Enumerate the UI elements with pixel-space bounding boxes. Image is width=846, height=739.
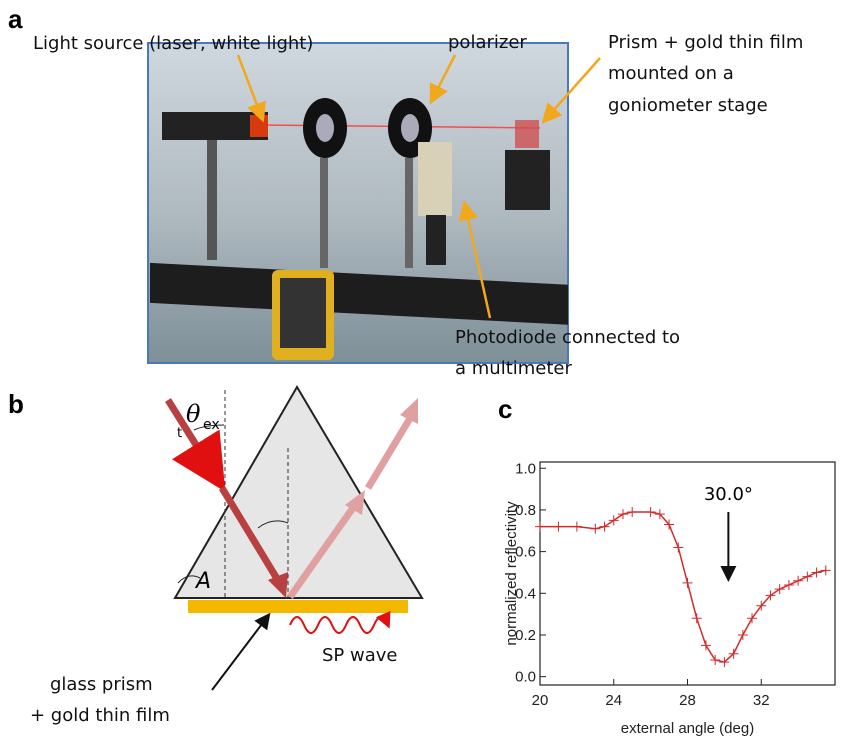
data-marker xyxy=(700,640,711,651)
symbol: A xyxy=(194,569,211,594)
symbol: θ xyxy=(186,400,201,428)
annotation: Light source (laser, white light) xyxy=(33,33,313,54)
x-tick-label: 24 xyxy=(605,692,622,709)
data-marker xyxy=(535,521,545,532)
data-marker xyxy=(756,600,767,611)
panel-label: b xyxy=(8,389,24,419)
annotation: 30.0° xyxy=(704,484,753,505)
panel-label: c xyxy=(498,394,512,424)
annotation: SP wave xyxy=(322,645,397,666)
data-marker xyxy=(747,613,758,624)
data-marker xyxy=(599,521,610,532)
annotation: polarizer xyxy=(448,32,527,53)
pointer-arrow xyxy=(458,200,492,319)
data-marker xyxy=(691,613,702,624)
data-marker xyxy=(654,509,665,520)
data-marker xyxy=(820,565,831,576)
y-tick-label: 0.0 xyxy=(515,669,536,686)
photo xyxy=(147,42,569,364)
data-marker xyxy=(793,575,804,586)
data-marker xyxy=(802,571,813,582)
data-marker xyxy=(728,648,739,659)
x-tick-label: 20 xyxy=(532,692,549,709)
annotation: glass prism xyxy=(50,674,153,695)
y-tick-label: 0.2 xyxy=(515,627,536,644)
y-tick-label: 0.8 xyxy=(515,502,536,519)
data-marker xyxy=(645,507,656,518)
prism-diagram xyxy=(165,385,424,691)
plot-frame xyxy=(539,461,836,686)
y-tick-label: 0.6 xyxy=(515,544,536,561)
data-marker xyxy=(774,584,785,595)
data-marker xyxy=(783,579,794,590)
pointer-arrow xyxy=(429,54,457,105)
data-marker xyxy=(571,521,582,532)
data-marker xyxy=(627,507,638,518)
symbol: t xyxy=(177,426,182,441)
data-marker xyxy=(765,590,776,601)
annotation: a multimeter xyxy=(455,358,572,379)
y-tick-label: 1.0 xyxy=(515,460,536,477)
panel-label: a xyxy=(8,4,23,34)
data-marker xyxy=(682,577,693,588)
annotation: mounted on a xyxy=(608,63,734,84)
data-marker xyxy=(710,654,721,665)
data-marker xyxy=(811,567,822,578)
annotation: Prism + gold thin film xyxy=(608,32,803,53)
annotation: goniometer stage xyxy=(608,95,768,116)
data-marker xyxy=(719,657,730,668)
data-marker xyxy=(553,521,564,532)
x-tick-label: 32 xyxy=(753,692,770,709)
data-marker xyxy=(673,542,684,553)
annotation: + gold thin film xyxy=(30,705,170,726)
y-tick-label: 0.4 xyxy=(515,585,536,602)
annotation: Photodiode connected to xyxy=(455,327,680,348)
pointer-arrow xyxy=(236,54,267,123)
x-axis-label: external angle (deg) xyxy=(621,720,754,737)
x-tick-label: 28 xyxy=(679,692,696,709)
pointer-arrow xyxy=(541,57,601,124)
data-marker xyxy=(664,519,675,530)
data-marker xyxy=(608,515,619,526)
symbol: ex xyxy=(203,417,220,433)
data-marker xyxy=(737,629,748,640)
data-line xyxy=(540,511,826,663)
data-marker xyxy=(617,509,628,520)
chart: c 0.0 0.2 0.4 0.6 0.8 1.0 20 24 28 32 external angl… xyxy=(498,394,836,737)
y-axis-label: normalized reflectivity xyxy=(503,501,520,646)
data-marker xyxy=(590,523,601,534)
